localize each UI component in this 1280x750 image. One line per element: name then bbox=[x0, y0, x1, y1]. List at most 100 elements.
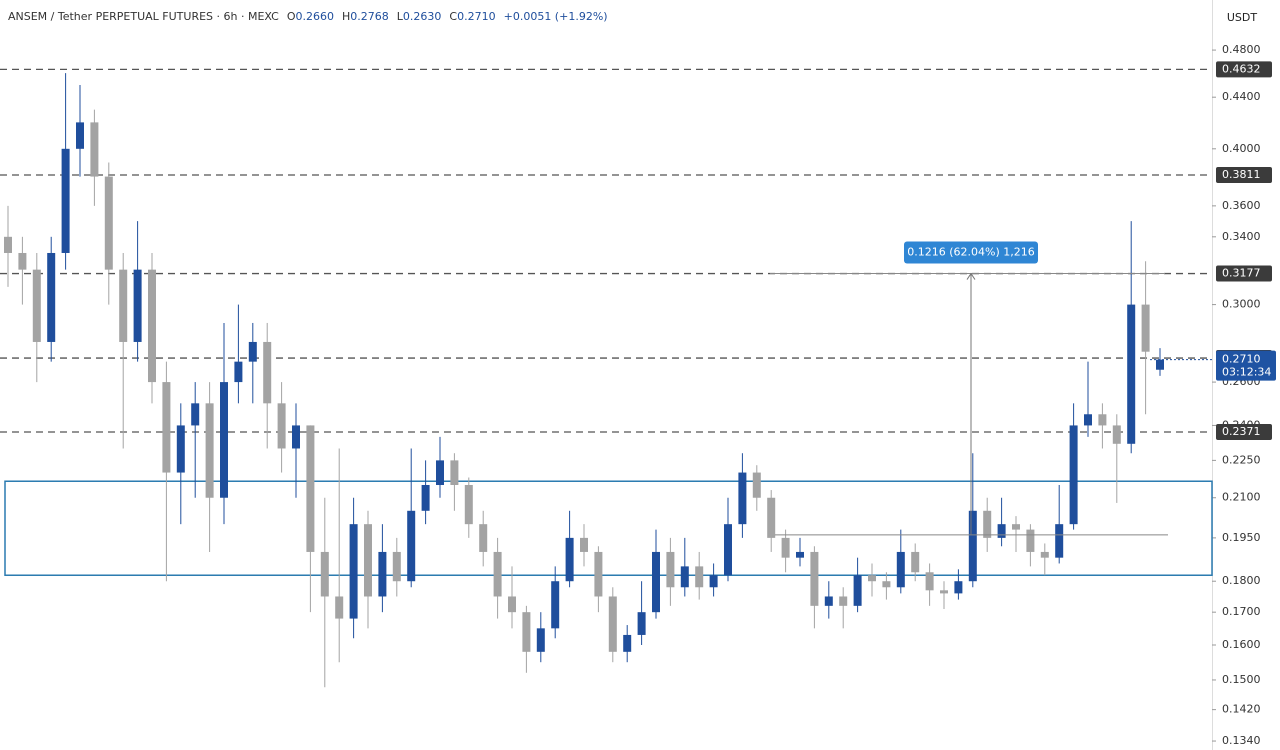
candle-body bbox=[90, 122, 99, 177]
last-price-tag bbox=[1216, 350, 1276, 381]
ohlc-label: O bbox=[287, 10, 296, 23]
y-tick-label: 0.1420 bbox=[1222, 703, 1261, 716]
candle-body bbox=[76, 122, 84, 149]
y-tick-label: 0.2250 bbox=[1222, 453, 1261, 466]
candle-body bbox=[306, 425, 315, 552]
candle-body bbox=[436, 460, 444, 486]
level-label: 0.2371 bbox=[1222, 425, 1261, 438]
candle-body bbox=[1069, 425, 1078, 525]
candle-body bbox=[176, 425, 185, 473]
candle-body bbox=[695, 566, 704, 588]
change: +0.0051 (+1.92%) bbox=[504, 10, 608, 23]
candle-body bbox=[378, 551, 387, 597]
candle-body bbox=[162, 382, 171, 473]
level-label: 0.4632 bbox=[1222, 62, 1261, 75]
candle-body bbox=[248, 341, 257, 362]
candle-body bbox=[709, 575, 718, 588]
candle-body bbox=[580, 537, 588, 552]
candle-body bbox=[796, 551, 804, 558]
ohlc-value: 0.2710 bbox=[457, 10, 496, 23]
ohlc-value: 0.2660 bbox=[296, 10, 335, 23]
y-tick-label: 0.1950 bbox=[1222, 531, 1261, 544]
candle-body bbox=[205, 403, 214, 498]
candle-body bbox=[608, 596, 617, 652]
last-price-label: 0.2710 bbox=[1222, 353, 1261, 366]
candle-body bbox=[220, 382, 228, 498]
candle-body bbox=[320, 551, 329, 597]
level-tag bbox=[1216, 424, 1272, 441]
candle-body bbox=[1084, 414, 1092, 426]
measure-label: 0.1216 (62.04%) 1,216 bbox=[907, 246, 1035, 259]
candle-body bbox=[911, 551, 920, 573]
level-tag bbox=[1216, 167, 1272, 184]
candle-body bbox=[61, 148, 70, 253]
candle-body bbox=[1112, 425, 1121, 444]
candle-body bbox=[191, 403, 200, 426]
candle-body bbox=[839, 596, 848, 606]
level-label: 0.3811 bbox=[1222, 168, 1261, 181]
candle-body bbox=[781, 537, 790, 558]
candle-body bbox=[32, 269, 41, 342]
candle-body bbox=[767, 497, 776, 538]
symbol: ANSEM / Tether PERPETUAL FUTURES · 6h · … bbox=[8, 10, 279, 23]
y-tick-label: 0.1700 bbox=[1222, 605, 1261, 618]
candle-body bbox=[421, 485, 430, 511]
candle-body bbox=[522, 612, 531, 652]
header: ANSEM / Tether PERPETUAL FUTURES · 6h · … bbox=[8, 10, 279, 23]
candle-body bbox=[536, 628, 545, 652]
candle-body bbox=[853, 575, 862, 606]
candle-body bbox=[292, 425, 300, 449]
candle-body bbox=[349, 524, 358, 619]
candle-body bbox=[1098, 414, 1107, 426]
candle-body bbox=[896, 551, 905, 588]
arrow-head bbox=[966, 272, 976, 280]
ohlc-label: C bbox=[449, 10, 457, 23]
candle-body bbox=[637, 612, 646, 635]
y-tick-label: 0.1800 bbox=[1222, 574, 1261, 587]
candle-body bbox=[148, 269, 156, 383]
candle-body bbox=[882, 581, 891, 588]
candle-body bbox=[104, 176, 113, 270]
candle-body bbox=[47, 252, 56, 342]
candle-body bbox=[133, 269, 142, 342]
candle-body bbox=[1141, 304, 1150, 352]
candle-body bbox=[1012, 524, 1020, 530]
candle-body bbox=[954, 581, 963, 594]
candle-body bbox=[1055, 524, 1064, 558]
unit-label: USDT bbox=[1227, 11, 1258, 24]
ohlc-value: 0.2630 bbox=[403, 10, 442, 23]
candle-body bbox=[277, 403, 286, 449]
y-tick-label: 0.1600 bbox=[1222, 638, 1261, 651]
candle-body bbox=[1040, 551, 1049, 558]
y-tick-label: 0.3400 bbox=[1222, 230, 1261, 243]
candle-body bbox=[738, 472, 747, 525]
ohlc-label: H bbox=[342, 10, 350, 23]
candle-body bbox=[1026, 529, 1035, 552]
candle-body bbox=[493, 551, 502, 597]
candle-body bbox=[968, 510, 977, 582]
candle-body bbox=[4, 236, 12, 253]
measure-box bbox=[904, 241, 1038, 264]
candle-body bbox=[983, 510, 992, 538]
candle-body bbox=[364, 524, 372, 597]
zone bbox=[4, 480, 1213, 576]
candle-body bbox=[680, 566, 689, 588]
candle-body bbox=[551, 581, 560, 629]
candle-body bbox=[594, 551, 603, 597]
y-tick-label: 0.2100 bbox=[1222, 491, 1261, 504]
ohlc-label: L bbox=[397, 10, 404, 23]
y-tick-label: 0.3600 bbox=[1222, 199, 1261, 212]
candle-body bbox=[810, 551, 819, 606]
level-label: 0.3177 bbox=[1222, 267, 1261, 280]
candle-body bbox=[508, 596, 516, 613]
y-tick-label: 0.4000 bbox=[1222, 142, 1261, 155]
countdown: 03:12:34 bbox=[1222, 366, 1271, 379]
candle-body bbox=[335, 596, 344, 619]
candle-body bbox=[824, 596, 833, 606]
candle-body bbox=[752, 472, 761, 498]
candle-body bbox=[940, 590, 948, 594]
candle-body bbox=[724, 524, 732, 576]
candle-body bbox=[464, 485, 473, 525]
candle-body bbox=[392, 551, 401, 582]
